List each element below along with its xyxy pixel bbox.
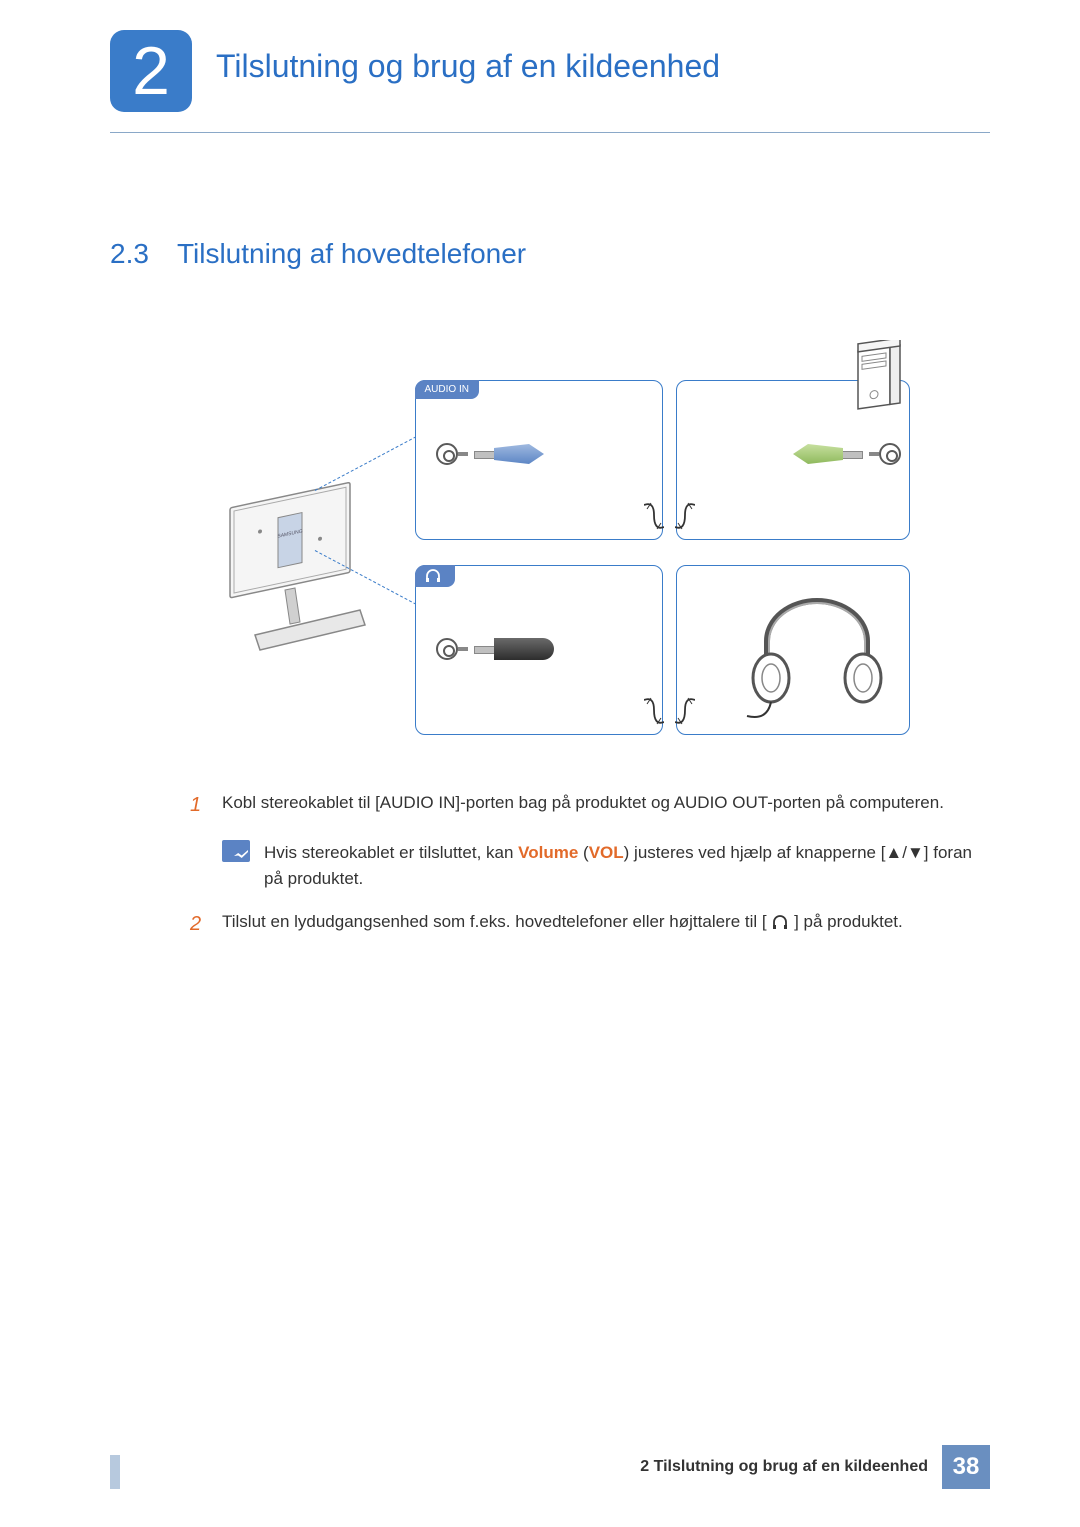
page-footer: 2 Tilslutning og brug af en kildeenhed 3… <box>0 1445 1080 1489</box>
step-item: 2 Tilslut en lydudgangsenhed som f.eks. … <box>190 909 980 939</box>
jack-port-icon <box>436 443 458 465</box>
note-segment: ( <box>578 843 588 862</box>
headphone-cable <box>436 638 646 660</box>
footer-accent-bar <box>110 1455 120 1489</box>
volume-label: Volume <box>518 843 578 862</box>
headphone-icon <box>771 914 789 930</box>
audio-plug-green-icon <box>793 444 863 464</box>
audio-cable-right <box>691 443 901 465</box>
chapter-badge: 2 <box>110 30 192 112</box>
step-item: 1 Kobl stereokablet til [AUDIO IN]-porte… <box>190 790 980 820</box>
chapter-number: 2 <box>132 37 170 105</box>
audio-cable-left <box>436 443 646 465</box>
audio-plug-blue-icon <box>474 444 544 464</box>
pc-tower-icon <box>850 340 910 420</box>
cable-segment <box>458 647 468 651</box>
header-rule <box>110 132 990 133</box>
jack-port-icon <box>436 638 458 660</box>
note-segment: justeres ved hjælp af knapperne [ <box>634 843 885 862</box>
footer-chapter-ref: 2 Tilslutning og brug af en kildeenhed <box>640 1458 928 1476</box>
section-title: Tilslutning af hovedtelefoner <box>177 238 526 270</box>
page-number: 38 <box>942 1445 990 1489</box>
section-number: 2.3 <box>110 238 149 270</box>
vol-abbrev: VOL <box>589 843 624 862</box>
cable-segment <box>869 452 879 456</box>
step-number: 2 <box>190 909 222 939</box>
note-text: Hvis stereokablet er tilsluttet, kan Vol… <box>264 840 980 891</box>
note: Hvis stereokablet er tilsluttet, kan Vol… <box>222 840 980 891</box>
step-segment: Tilslut en lydudgangsenhed som f.eks. ho… <box>222 912 771 931</box>
page-header: 2 Tilslutning og brug af en kildeenhed <box>0 30 1080 130</box>
headphone-icon <box>425 569 441 583</box>
chapter-title: Tilslutning og brug af en kildeenhed <box>216 48 720 85</box>
instruction-steps: 1 Kobl stereokablet til [AUDIO IN]-porte… <box>190 790 980 959</box>
up-down-buttons: ▲/▼ <box>885 843 923 862</box>
note-segment: Hvis stereokablet er tilsluttet, kan <box>264 843 518 862</box>
panel-audio-in: AUDIO IN <box>415 380 663 540</box>
cable-break-icon <box>675 696 695 726</box>
monitor-illustration: SAMSUNG <box>220 450 390 670</box>
headphone-plug-icon <box>474 638 554 660</box>
step-text: Kobl stereokablet til [AUDIO IN]-porten … <box>222 790 980 820</box>
cable-segment <box>458 452 468 456</box>
headphone-port-label <box>415 565 455 587</box>
section-heading: 2.3 Tilslutning af hovedtelefoner <box>110 238 526 270</box>
headphones-icon <box>737 586 897 726</box>
step-segment: ] på produktet. <box>789 912 902 931</box>
cable-break-icon <box>644 696 664 726</box>
step-text: Tilslut en lydudgangsenhed som f.eks. ho… <box>222 909 980 939</box>
jack-port-icon <box>879 443 901 465</box>
cable-break-icon <box>675 501 695 531</box>
note-icon <box>222 840 250 862</box>
connection-diagram: SAMSUNG AUDIO IN <box>190 340 910 770</box>
panel-headphone-out <box>415 565 663 735</box>
audio-in-label: AUDIO IN <box>415 380 479 399</box>
step-number: 1 <box>190 790 222 820</box>
panel-headphones <box>676 565 910 735</box>
cable-break-icon <box>644 501 664 531</box>
note-segment: ) <box>624 843 634 862</box>
